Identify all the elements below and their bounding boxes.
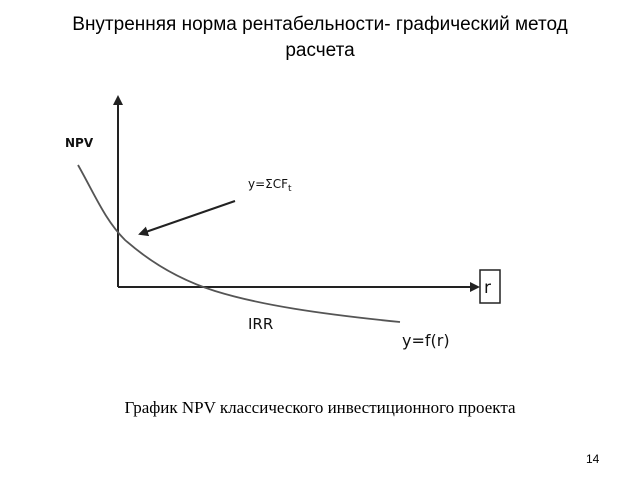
page-number: 14 [586, 452, 600, 466]
formula-main: y=ΣCF [248, 177, 288, 191]
npv-curve [77, 164, 401, 323]
y-axis-label: NPV [65, 136, 94, 150]
formula-sub: t [288, 184, 292, 194]
title-text: Внутренняя норма рентабельности- графиче… [72, 14, 568, 61]
formula-label: y=ΣCFt [248, 177, 292, 194]
curve-label: y=f(r) [402, 331, 450, 350]
pointer-arrow [138, 200, 236, 237]
irr-label: IRR [248, 315, 273, 333]
r-box [479, 269, 501, 304]
x-axis-label: r [484, 278, 491, 298]
caption: График NPV классического инвестиционного… [124, 398, 516, 417]
slide-title: Внутренняя норма рентабельности- графиче… [30, 12, 610, 64]
